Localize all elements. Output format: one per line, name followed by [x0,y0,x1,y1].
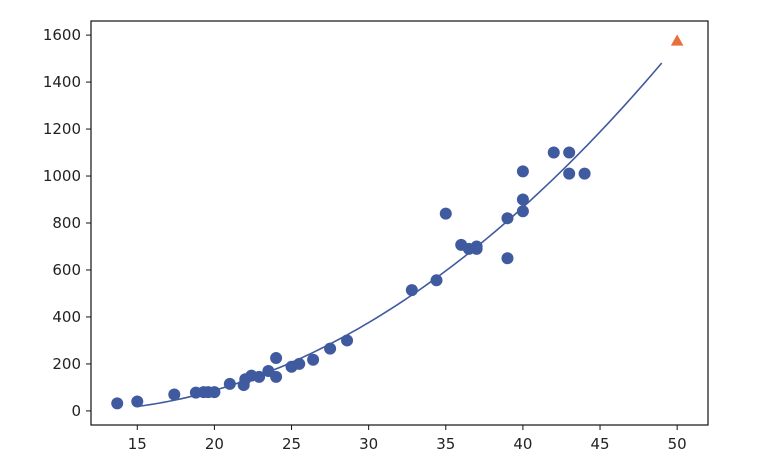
data-point [516,205,529,218]
y-tick-label: 200 [52,355,81,373]
data-point [341,334,354,347]
axes-frame [90,20,709,426]
x-axis: 15 20 25 30 35 40 45 50 [128,425,687,453]
data-point [501,212,514,225]
data-point [578,167,591,180]
x-tick-label: 30 [359,435,378,453]
y-tick-label: 800 [52,214,81,232]
data-point [547,146,560,159]
data-point [168,388,181,401]
y-axis: 0 200 400 600 800 1000 1200 1400 1600 [43,26,91,420]
data-point [111,397,124,410]
y-tick-label: 1600 [43,26,81,44]
y-tick-label: 1200 [43,120,81,138]
y-tick-label: 400 [52,308,81,326]
x-tick-label: 25 [282,435,301,453]
x-tick-label: 35 [436,435,455,453]
y-tick-label: 1000 [43,167,81,185]
data-point [307,353,320,366]
data-point [430,274,443,287]
data-point [270,352,283,365]
fit-curve [137,62,663,408]
x-tick-label: 45 [590,435,609,453]
predicted-point [670,34,684,46]
plot-area [111,34,684,410]
data-point [439,207,452,220]
x-tick-label: 15 [128,435,147,453]
data-point [516,165,529,178]
x-tick-label: 20 [205,435,224,453]
x-tick-label: 40 [513,435,532,453]
y-tick-label: 600 [52,261,81,279]
data-point [563,167,576,180]
x-tick-label: 50 [668,435,687,453]
data-point [270,370,283,383]
data-point [501,252,514,265]
data-point [131,395,144,408]
data-point [563,146,576,159]
y-tick-label: 0 [71,402,81,420]
y-tick-label: 1400 [43,73,81,91]
data-point [516,193,529,206]
